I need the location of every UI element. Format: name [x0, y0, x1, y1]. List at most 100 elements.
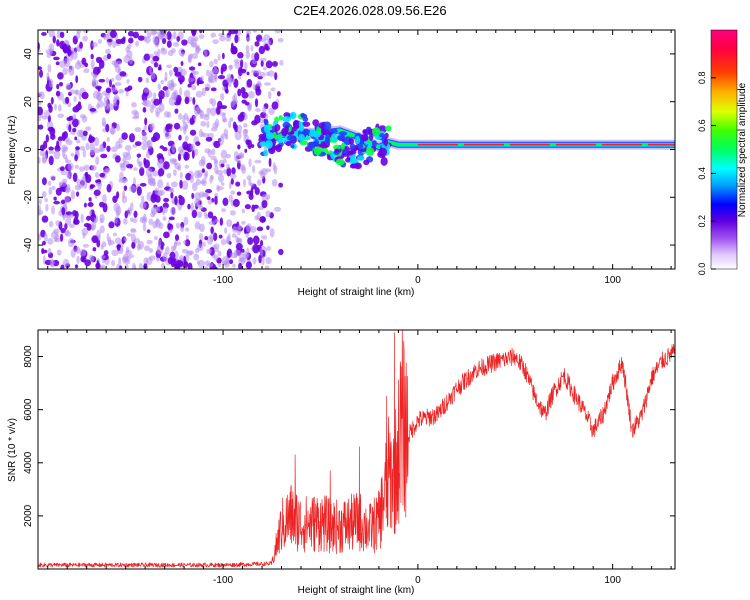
- ridge-blob: [355, 135, 361, 145]
- noise-point: [55, 90, 61, 97]
- ridge-blob: [348, 149, 357, 155]
- noise-point: [220, 163, 225, 168]
- noise-point: [74, 61, 82, 70]
- noise-point: [141, 135, 148, 141]
- noise-point: [229, 259, 234, 265]
- noise-point: [89, 151, 95, 156]
- noise-point: [158, 90, 165, 100]
- snr-y-tick-label: 6000: [23, 398, 34, 421]
- noise-point: [206, 162, 213, 170]
- snr-x-axis-label: Height of straight line (km): [298, 585, 415, 596]
- noise-point: [118, 144, 123, 149]
- noise-point: [126, 232, 133, 237]
- noise-point: [57, 113, 65, 119]
- noise-point: [160, 245, 164, 250]
- noise-point: [212, 232, 218, 241]
- noise-point: [146, 139, 153, 150]
- noise-point: [254, 108, 261, 112]
- noise-point: [90, 53, 94, 60]
- noise-point: [271, 178, 278, 187]
- noise-point: [58, 140, 63, 147]
- noise-point: [53, 196, 57, 201]
- noise-point: [179, 226, 185, 232]
- noise-point: [264, 113, 269, 120]
- noise-point: [158, 30, 166, 37]
- noise-point: [41, 177, 47, 186]
- noise-point: [49, 175, 56, 180]
- ridge-blob: [338, 131, 348, 136]
- noise-point: [149, 30, 157, 36]
- noise-point: [81, 91, 89, 100]
- noise-point: [212, 263, 217, 269]
- noise-point: [181, 180, 189, 190]
- ridge-blob: [334, 148, 340, 153]
- noise-point: [108, 236, 112, 247]
- snr-y-tick-label: 2000: [23, 504, 34, 527]
- noise-point: [157, 48, 161, 57]
- noise-point: [160, 47, 166, 52]
- figure-title: C2E4.2026.028.09.56.E26: [293, 3, 446, 18]
- noise-point: [48, 30, 56, 38]
- noise-point: [150, 206, 158, 215]
- noise-point: [237, 124, 243, 134]
- noise-point: [68, 213, 74, 219]
- noise-point: [236, 224, 243, 230]
- noise-point: [155, 107, 161, 115]
- noise-point: [198, 34, 205, 40]
- ridge-blob: [285, 140, 292, 147]
- noise-point: [220, 66, 224, 75]
- noise-point: [73, 96, 77, 103]
- noise-point: [59, 233, 64, 242]
- noise-point: [132, 218, 138, 224]
- noise-point: [237, 237, 242, 243]
- noise-point: [65, 82, 72, 91]
- ridge-blob: [290, 144, 295, 149]
- ridge-blob: [278, 115, 283, 121]
- noise-point: [229, 30, 236, 35]
- noise-point: [245, 261, 252, 269]
- noise-point: [105, 48, 111, 55]
- noise-point: [252, 164, 256, 174]
- noise-point: [199, 114, 205, 120]
- noise-point: [256, 179, 262, 186]
- noise-point: [197, 80, 205, 85]
- noise-point: [128, 254, 135, 258]
- noise-point: [143, 88, 150, 94]
- noise-point: [143, 157, 147, 166]
- noise-point: [88, 197, 92, 202]
- noise-point: [74, 154, 78, 162]
- noise-point: [161, 38, 167, 44]
- noise-point: [178, 134, 182, 141]
- noise-point: [157, 83, 161, 90]
- noise-point: [89, 108, 97, 112]
- noise-point: [184, 227, 190, 232]
- noise-point: [259, 239, 264, 247]
- noise-point: [264, 82, 271, 86]
- noise-point: [124, 210, 129, 219]
- noise-point: [174, 241, 182, 246]
- noise-point: [134, 237, 140, 244]
- noise-point: [58, 81, 64, 87]
- noise-point: [250, 144, 255, 148]
- noise-point: [196, 106, 201, 115]
- noise-point: [99, 218, 104, 223]
- noise-point: [65, 217, 72, 226]
- ridge-blob: [380, 156, 388, 166]
- noise-point: [110, 125, 115, 136]
- spectrogram-x-axis-label: Height of straight line (km): [298, 287, 415, 298]
- noise-point: [169, 186, 173, 193]
- noise-point: [134, 141, 142, 147]
- noise-point: [56, 30, 61, 39]
- noise-point: [68, 115, 74, 121]
- noise-point: [68, 120, 73, 126]
- noise-point: [242, 128, 248, 138]
- noise-point: [221, 86, 227, 91]
- colorbar-ticks: 0.0 0.2 0.4 0.6 0.8: [697, 72, 716, 275]
- noise-point: [204, 266, 208, 269]
- noise-point: [154, 195, 161, 203]
- noise-point: [128, 133, 136, 143]
- noise-point: [183, 113, 188, 121]
- noise-point: [183, 89, 191, 99]
- noise-point: [232, 121, 237, 130]
- noise-point: [220, 105, 228, 110]
